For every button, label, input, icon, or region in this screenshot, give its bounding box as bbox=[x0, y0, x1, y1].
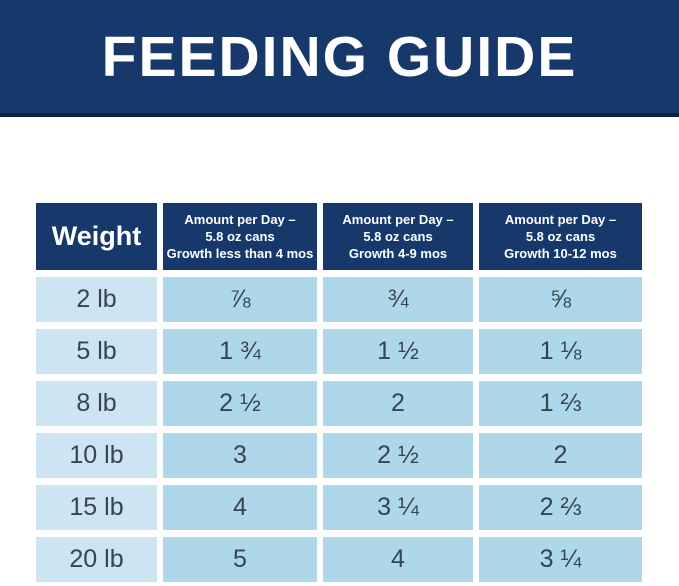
col-header-weight: Weight bbox=[36, 203, 157, 270]
col-header-line: Amount per Day – bbox=[504, 211, 617, 227]
title-banner: FEEDING GUIDE bbox=[0, 0, 679, 117]
weight-cell: 5 lb bbox=[36, 329, 157, 374]
weight-cell: 2 lb bbox=[36, 277, 157, 322]
weight-cell: 10 lb bbox=[36, 433, 157, 478]
amount-cell: 1 ⅛ bbox=[479, 329, 642, 374]
amount-cell: 1 ⅔ bbox=[479, 381, 642, 426]
col-header-growth-4-9mos: Amount per Day – 5.8 oz cans Growth 4-9 … bbox=[323, 203, 473, 270]
col-header-growth-lt-4mos: Amount per Day – 5.8 oz cans Growth less… bbox=[163, 203, 317, 270]
amount-cell: 2 ½ bbox=[323, 433, 473, 478]
amount-cell: ⅞ bbox=[163, 277, 317, 322]
weight-cell: 15 lb bbox=[36, 485, 157, 530]
col-header-line: 5.8 oz cans bbox=[205, 228, 275, 244]
amount-cell: 5 bbox=[163, 537, 317, 582]
amount-cell: 2 bbox=[323, 381, 473, 426]
weight-cell: 20 lb bbox=[36, 537, 157, 582]
col-header-line: Growth less than 4 mos bbox=[166, 246, 314, 262]
amount-cell: 3 ¼ bbox=[479, 537, 642, 582]
amount-cell: 2 ⅔ bbox=[479, 485, 642, 530]
col-header-line: 5.8 oz cans bbox=[363, 228, 433, 244]
amount-cell: ¾ bbox=[323, 277, 473, 322]
amount-cell: 4 bbox=[323, 537, 473, 582]
amount-cell: 3 bbox=[163, 433, 317, 478]
col-header-line: Amount per Day – bbox=[184, 211, 296, 227]
amount-cell: 1 ½ bbox=[323, 329, 473, 374]
amount-cell: 4 bbox=[163, 485, 317, 530]
col-header-growth-10-12mos: Amount per Day – 5.8 oz cans Growth 10-1… bbox=[479, 203, 642, 270]
col-header-line: Growth 10-12 mos bbox=[504, 246, 617, 262]
amount-cell: ⅝ bbox=[479, 277, 642, 322]
amount-cell: 2 bbox=[479, 433, 642, 478]
amount-cell: 1 ¾ bbox=[163, 329, 317, 374]
weight-cell: 8 lb bbox=[36, 381, 157, 426]
amount-cell: 3 ¼ bbox=[323, 485, 473, 530]
col-header-line: Growth 4-9 mos bbox=[348, 246, 448, 262]
col-header-line: 5.8 oz cans bbox=[525, 228, 596, 244]
amount-cell: 2 ½ bbox=[163, 381, 317, 426]
page-title: FEEDING GUIDE bbox=[101, 24, 578, 89]
feeding-table: Weight Amount per Day – 5.8 oz cans Grow… bbox=[36, 203, 643, 582]
col-header-line: Amount per Day – bbox=[342, 211, 454, 227]
